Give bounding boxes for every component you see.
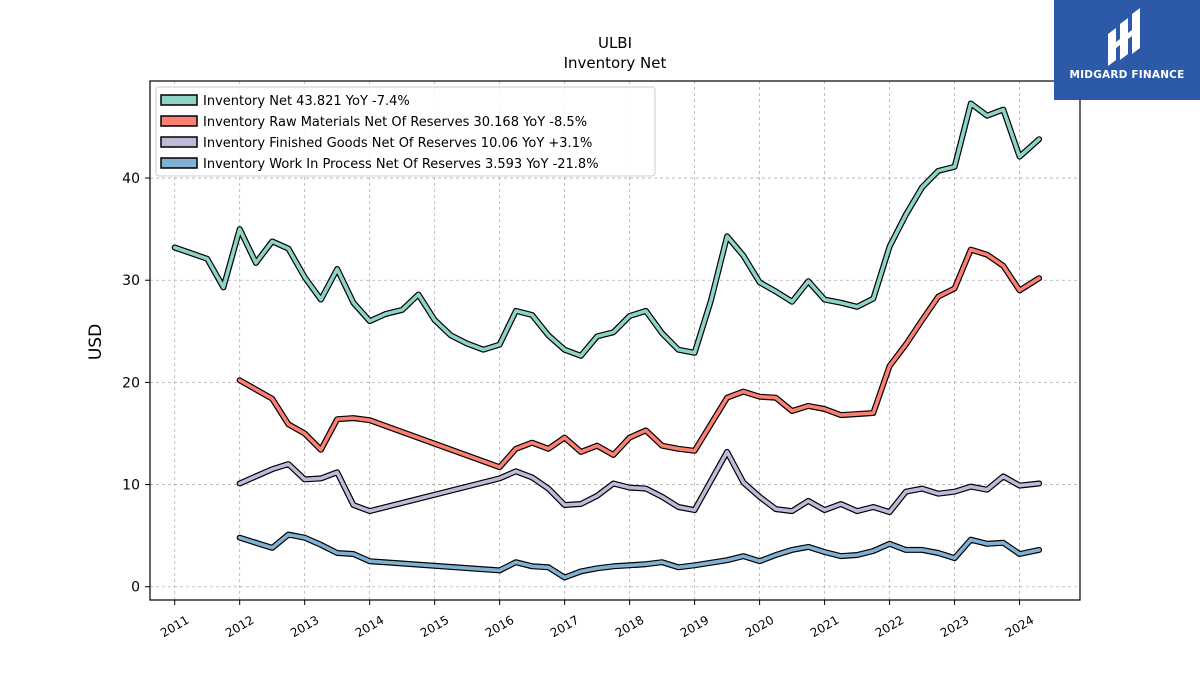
chart-title: ULBI [598, 34, 632, 52]
y-tick-label: 20 [122, 375, 140, 391]
series-line-2 [236, 246, 1043, 471]
y-tick-label: 40 [122, 171, 140, 187]
legend-swatch [160, 136, 198, 148]
logo-text: MIDGARD FINANCE [1069, 69, 1185, 81]
y-tick-label: 10 [122, 478, 140, 494]
y-tick-label: 0 [131, 580, 140, 596]
series-line-1 [171, 100, 1043, 359]
y-axis-label: USD [86, 324, 106, 360]
legend-label: Inventory Finished Goods Net Of Reserves… [203, 136, 592, 151]
y-tick-label: 30 [122, 273, 140, 289]
legend-swatch [160, 157, 198, 169]
series-line-4 [236, 531, 1043, 581]
legend-label: Inventory Raw Materials Net Of Reserves … [203, 115, 587, 130]
plot-frame [149, 80, 1081, 601]
legend-box [155, 86, 656, 177]
legend: Inventory Net 43.821 YoY -7.4% Inventory … [155, 86, 656, 177]
series-stroke [237, 247, 1041, 469]
series-line-3 [236, 448, 1043, 516]
series-stroke [172, 101, 1041, 358]
legend-swatch [160, 115, 198, 127]
series-stroke [237, 532, 1041, 580]
chart-subtitle: Inventory Net [564, 54, 667, 72]
series-lines [171, 100, 1043, 581]
series-stroke [237, 450, 1041, 514]
legend-label: Inventory Net 43.821 YoY -7.4% [203, 94, 410, 109]
brand-logo: MIDGARD FINANCE [1054, 0, 1200, 100]
midgard-logo-icon [1108, 8, 1140, 66]
legend-swatch [160, 94, 198, 106]
legend-label: Inventory Work In Process Net Of Reserve… [203, 157, 599, 172]
